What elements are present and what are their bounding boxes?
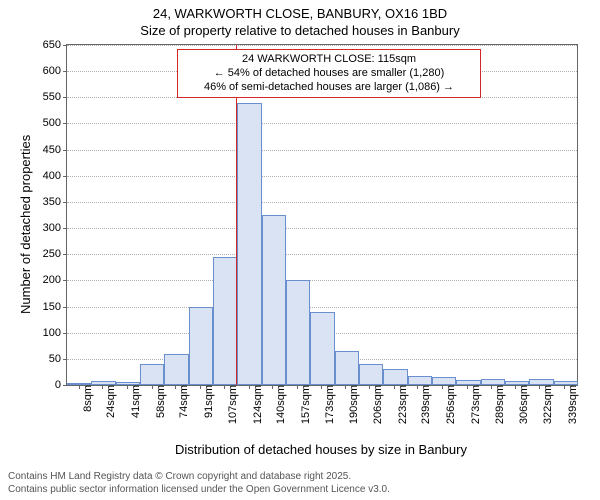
y-tick-label: 250 [43,248,67,260]
gridline-horizontal [67,228,577,229]
histogram-bar [359,364,383,385]
chart-container: { "chart": { "type": "histogram", "title… [0,0,600,500]
x-tick-label: 157sqm [294,385,312,424]
histogram-bar [164,354,188,385]
y-axis-label: Number of detached properties [18,135,33,314]
x-tick-label: 273sqm [464,385,482,424]
y-tick-label: 300 [43,222,67,234]
x-tick-label: 256sqm [439,385,457,424]
y-tick-label: 100 [43,327,67,339]
x-tick-label: 289sqm [488,385,506,424]
plot-area: 0501001502002503003504004505005506006508… [66,44,578,386]
histogram-bar [140,364,164,385]
y-tick-label: 500 [43,117,67,129]
y-tick-label: 600 [43,65,67,77]
y-tick-label: 350 [43,196,67,208]
gridline-horizontal [67,202,577,203]
y-tick-label: 50 [49,353,67,365]
histogram-bar [262,215,286,385]
x-tick-label: 239sqm [414,385,432,424]
x-tick-label: 41sqm [124,385,142,418]
x-tick-label: 206sqm [366,385,384,424]
x-tick-label: 173sqm [318,385,336,424]
gridline-horizontal [67,280,577,281]
footer-line-2: Contains public sector information licen… [8,484,390,497]
y-tick-label: 550 [43,91,67,103]
histogram-bar [383,369,407,385]
y-tick-label: 0 [55,379,67,391]
gridline-horizontal [67,123,577,124]
gridline-horizontal [67,176,577,177]
y-tick-label: 150 [43,301,67,313]
x-tick-label: 223sqm [391,385,409,424]
x-tick-label: 91sqm [197,385,215,418]
y-tick-label: 400 [43,170,67,182]
x-tick-label: 58sqm [149,385,167,418]
histogram-bar [189,307,213,385]
gridline-horizontal [67,150,577,151]
annotation-box: 24 WARKWORTH CLOSE: 115sqm← 54% of detac… [177,49,481,98]
y-tick-label: 450 [43,144,67,156]
histogram-bar [335,351,359,385]
x-tick-label: 339sqm [561,385,579,424]
histogram-bar [213,257,237,385]
annotation-line-2: ← 54% of detached houses are smaller (1,… [184,67,474,81]
x-tick-label: 322sqm [536,385,554,424]
x-tick-label: 190sqm [342,385,360,424]
x-tick-label: 24sqm [99,385,117,418]
x-tick-label: 140sqm [269,385,287,424]
gridline-horizontal [67,254,577,255]
x-tick-label: 107sqm [221,385,239,424]
histogram-bar [432,377,456,385]
annotation-line-3: 46% of semi-detached houses are larger (… [184,81,474,95]
gridline-horizontal [67,307,577,308]
histogram-bar [286,280,310,385]
plot-wrap: 0 50 100 150 200 250 300 350 400 450 500 550 600 650 8… [0,0,600,500]
x-tick-label: 8sqm [76,385,94,412]
x-tick-label: 124sqm [246,385,264,424]
gridline-horizontal [67,45,577,46]
annotation-line-1: 24 WARKWORTH CLOSE: 115sqm [184,53,474,67]
histogram-bar [310,312,334,385]
y-tick-label: 200 [43,274,67,286]
footer-attribution: Contains HM Land Registry data © Crown c… [8,471,390,496]
y-tick-label: 650 [43,39,67,51]
footer-line-1: Contains HM Land Registry data © Crown c… [8,471,390,484]
x-axis-label: Distribution of detached houses by size … [66,442,576,457]
histogram-bar [408,376,432,385]
x-tick-label: 74sqm [172,385,190,418]
x-tick-label: 306sqm [512,385,530,424]
histogram-bar [237,103,261,385]
